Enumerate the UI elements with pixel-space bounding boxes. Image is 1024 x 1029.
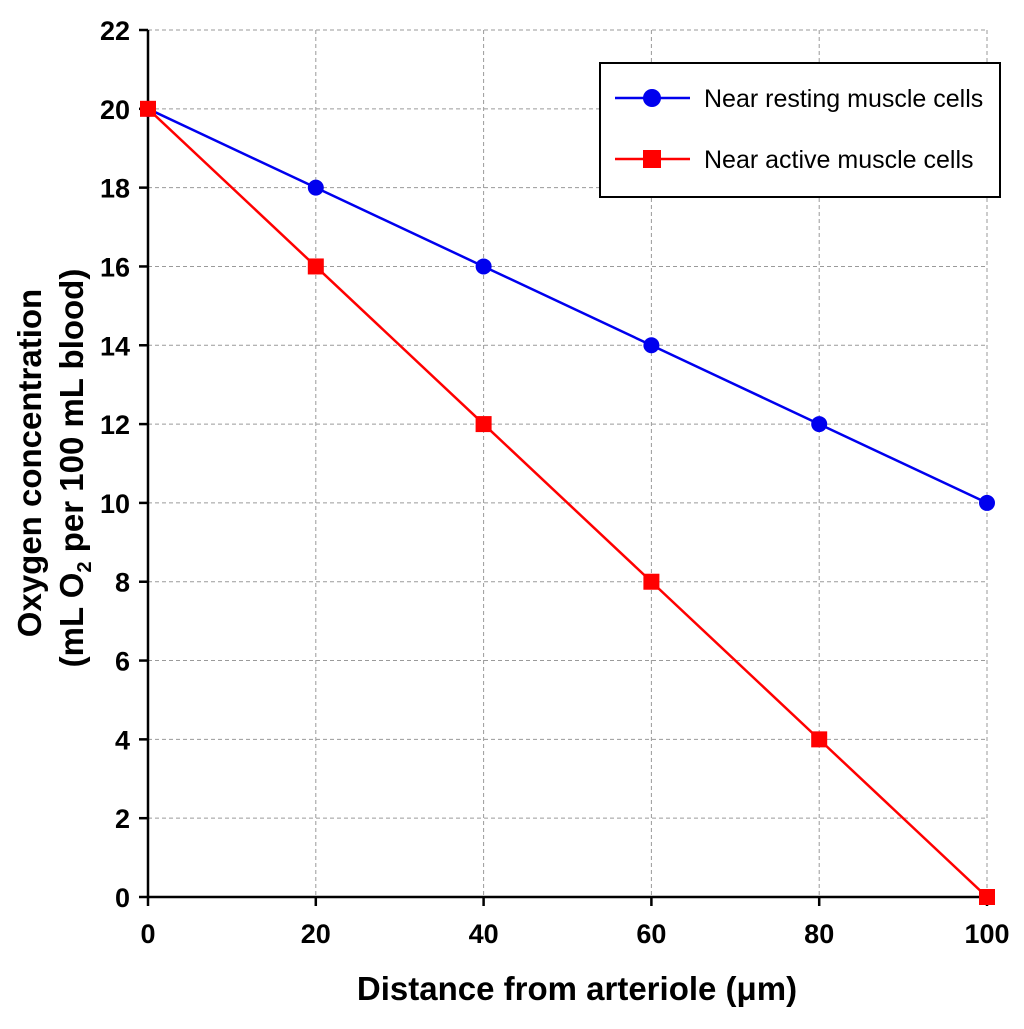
y-tick-label: 20: [100, 95, 130, 125]
y-axis-title: Oxygen concentration: [11, 289, 48, 637]
series: [140, 100, 995, 905]
data-point-active: [307, 258, 324, 275]
y-axis-title-subscript: 2: [74, 561, 96, 572]
legend-label-active: Near active muscle cells: [704, 146, 974, 174]
y-axis-title-line2-a: (mL O: [53, 573, 90, 668]
data-point-active: [811, 731, 828, 748]
y-tick-label: 8: [115, 568, 130, 598]
legend: Near resting muscle cells Near active mu…: [599, 62, 1001, 198]
x-tick-label: 60: [636, 919, 666, 949]
data-point-active: [475, 416, 492, 433]
data-point-resting: [475, 258, 492, 275]
ticks: 0 2 4 6 8 10 12 14 16 18 20 22 0 20 40 60 80 100: [100, 16, 1010, 949]
data-point-resting: [307, 179, 324, 196]
y-tick-label: 18: [100, 174, 130, 204]
y-axis-title-units: (mL O2 per 100 mL blood): [53, 269, 96, 668]
y-tick-label: 14: [100, 331, 130, 361]
y-tick-label: 2: [115, 804, 130, 834]
series-line-resting: [147, 107, 988, 505]
y-axis-title-line2: (mL O2 per 100 mL blood): [53, 269, 96, 668]
legend-label-resting: Near resting muscle cells: [704, 85, 983, 113]
data-point-resting: [643, 337, 660, 354]
x-axis-title: Distance from arteriole (μm): [357, 970, 797, 1007]
y-tick-label: 10: [100, 489, 130, 519]
data-point-active: [643, 573, 660, 590]
y-axis-title-line1: Oxygen concentration: [11, 289, 48, 637]
y-tick-label: 16: [100, 252, 130, 282]
series-line-active: [147, 107, 988, 898]
y-tick-label: 22: [100, 16, 130, 46]
legend-box: [599, 62, 1001, 198]
y-axis-title-line2-b: per 100 mL blood): [53, 269, 90, 562]
x-tick-label: 20: [301, 919, 331, 949]
legend-marker-resting: [643, 89, 661, 107]
x-tick-label: 100: [964, 919, 1009, 949]
y-tick-label: 4: [115, 725, 130, 755]
data-point-active: [140, 100, 156, 117]
legend-marker-active: [643, 150, 661, 168]
y-tick-label: 0: [115, 883, 130, 913]
y-tick-label: 6: [115, 647, 130, 677]
y-tick-label: 12: [100, 410, 130, 440]
x-tick-label: 80: [804, 919, 834, 949]
data-point-resting: [811, 416, 828, 433]
data-point-resting: [979, 494, 995, 511]
x-tick-label: 0: [140, 919, 155, 949]
grid: [148, 29, 988, 897]
axes: [146, 30, 987, 899]
data-point-active: [979, 889, 995, 905]
x-tick-label: 40: [469, 919, 499, 949]
